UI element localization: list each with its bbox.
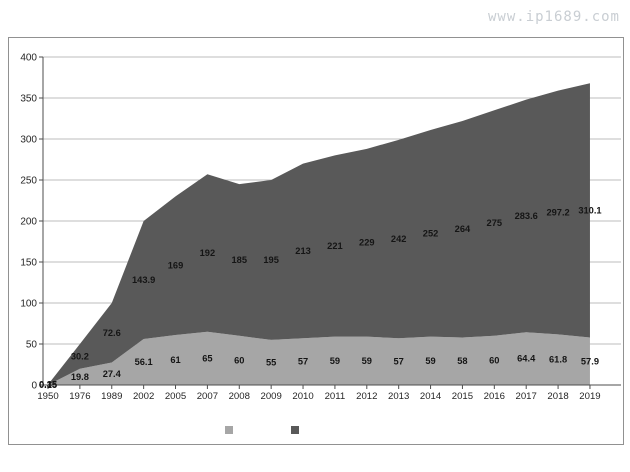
svg-text:213: 213 (295, 246, 311, 256)
svg-text:30.2: 30.2 (71, 351, 89, 361)
svg-text:242: 242 (391, 234, 407, 244)
svg-text:0.15: 0.15 (39, 380, 57, 390)
svg-text:2019: 2019 (579, 391, 600, 402)
svg-text:59: 59 (330, 356, 340, 366)
svg-text:56.1: 56.1 (135, 357, 153, 367)
svg-text:143.9: 143.9 (132, 275, 155, 285)
svg-text:200: 200 (20, 217, 37, 228)
svg-text:229: 229 (359, 238, 375, 248)
svg-text:58: 58 (457, 356, 467, 366)
svg-text:169: 169 (168, 261, 184, 271)
svg-text:61: 61 (170, 355, 180, 365)
svg-text:2015: 2015 (452, 391, 473, 402)
svg-text:1976: 1976 (69, 391, 90, 402)
svg-text:283.6: 283.6 (515, 211, 538, 221)
svg-text:2005: 2005 (165, 391, 186, 402)
svg-text:0.35: 0.35 (39, 380, 57, 390)
svg-text:55: 55 (266, 357, 276, 367)
svg-text:65: 65 (202, 353, 212, 363)
legend-swatch-series2 (291, 426, 299, 434)
svg-text:400: 400 (20, 53, 37, 64)
svg-text:2009: 2009 (260, 391, 281, 402)
svg-text:2011: 2011 (325, 391, 346, 402)
svg-text:72.6: 72.6 (103, 328, 121, 338)
svg-text:0: 0 (31, 381, 37, 392)
svg-text:2016: 2016 (484, 391, 505, 402)
svg-text:2014: 2014 (420, 391, 442, 402)
svg-text:221: 221 (327, 241, 343, 251)
svg-text:57: 57 (298, 357, 308, 367)
svg-text:50: 50 (26, 340, 38, 351)
svg-text:250: 250 (20, 176, 37, 187)
svg-text:60: 60 (489, 355, 499, 365)
svg-text:59: 59 (425, 356, 435, 366)
svg-text:1989: 1989 (101, 391, 122, 402)
svg-text:150: 150 (20, 258, 37, 269)
svg-text:2007: 2007 (197, 391, 218, 402)
svg-text:1950: 1950 (37, 391, 58, 402)
svg-text:252: 252 (423, 228, 439, 238)
svg-text:2010: 2010 (292, 391, 313, 402)
svg-text:60: 60 (234, 355, 244, 365)
svg-text:2013: 2013 (388, 391, 409, 402)
svg-text:350: 350 (20, 94, 37, 105)
svg-text:2017: 2017 (516, 391, 537, 402)
svg-text:57: 57 (394, 357, 404, 367)
svg-text:310.1: 310.1 (578, 205, 601, 215)
svg-text:19.8: 19.8 (71, 372, 89, 382)
svg-text:64.4: 64.4 (517, 354, 536, 364)
svg-text:2018: 2018 (547, 391, 568, 402)
svg-text:2012: 2012 (356, 391, 377, 402)
svg-text:275: 275 (487, 218, 503, 228)
watermark: www.ip1689.com (487, 9, 620, 25)
svg-text:61.8: 61.8 (549, 355, 567, 365)
svg-text:195: 195 (263, 255, 279, 265)
svg-text:264: 264 (455, 224, 471, 234)
svg-text:100: 100 (20, 299, 37, 310)
svg-text:300: 300 (20, 135, 37, 146)
svg-text:2008: 2008 (229, 391, 250, 402)
svg-text:59: 59 (362, 356, 372, 366)
svg-text:192: 192 (200, 248, 216, 258)
legend-swatch-series1 (225, 426, 233, 434)
svg-text:57.9: 57.9 (581, 356, 599, 366)
svg-text:27.4: 27.4 (103, 369, 122, 379)
svg-text:2002: 2002 (133, 391, 154, 402)
svg-text:297.2: 297.2 (546, 207, 569, 217)
svg-text:185: 185 (232, 255, 248, 265)
